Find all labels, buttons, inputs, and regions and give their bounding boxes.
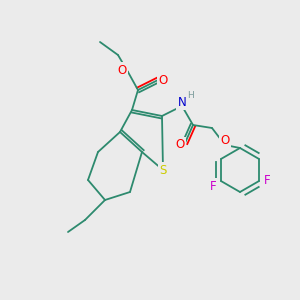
Text: H: H xyxy=(187,92,194,100)
Text: O: O xyxy=(117,64,127,76)
Text: N: N xyxy=(178,95,186,109)
Text: S: S xyxy=(159,164,167,176)
Text: F: F xyxy=(264,175,270,188)
Text: O: O xyxy=(220,134,230,146)
Text: F: F xyxy=(210,179,216,193)
Text: O: O xyxy=(158,74,168,86)
Text: O: O xyxy=(176,139,184,152)
